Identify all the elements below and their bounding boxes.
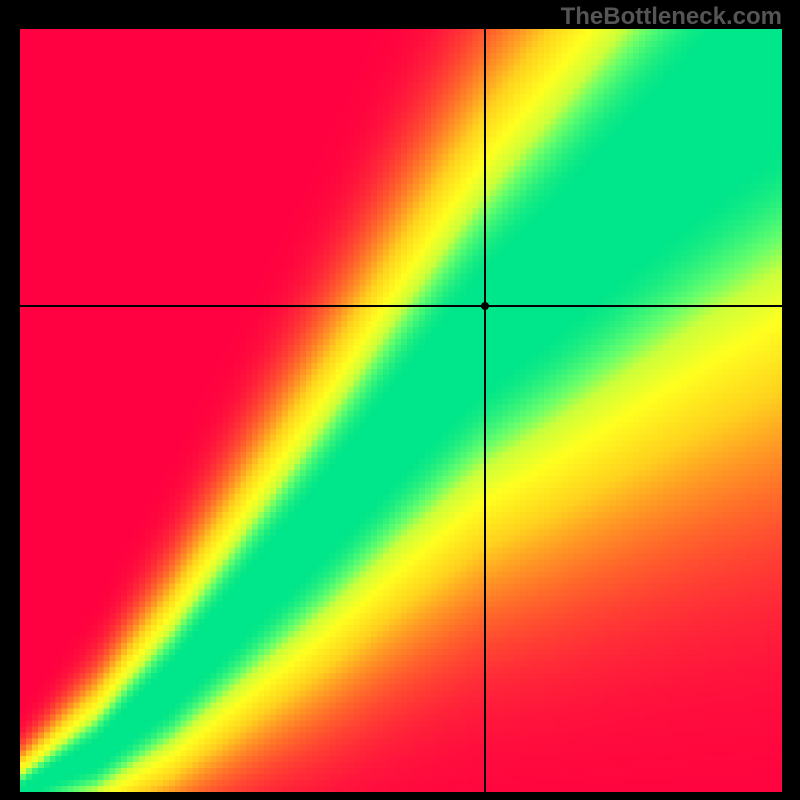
bottleneck-heatmap	[20, 29, 782, 792]
crosshair-vertical	[484, 29, 486, 792]
chart-frame: { "watermark": { "text": "TheBottleneck.…	[0, 0, 800, 800]
watermark: TheBottleneck.com	[561, 3, 782, 31]
crosshair-horizontal	[20, 305, 782, 307]
crosshair-dot	[481, 302, 489, 310]
